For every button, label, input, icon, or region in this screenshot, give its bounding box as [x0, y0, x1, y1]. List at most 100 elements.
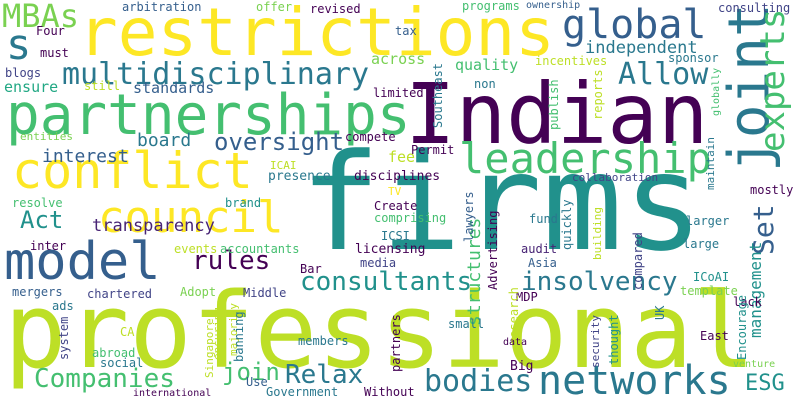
word-offer: offer — [256, 0, 293, 14]
word-small: small — [448, 317, 485, 331]
word-system: system — [57, 316, 71, 360]
word-venture: venture — [733, 359, 776, 370]
word-mostly: mostly — [750, 183, 794, 197]
word-entities: entities — [20, 130, 73, 143]
word-insolvency: insolvency — [521, 267, 678, 297]
word-rules: rules — [192, 246, 271, 276]
word-accountants: accountants — [220, 242, 300, 256]
word-quickly: quickly — [560, 199, 574, 250]
word-multidisciplinary: multidisciplinary — [62, 57, 370, 92]
word-publish: publish — [547, 79, 561, 130]
word-conflict: conflict — [12, 142, 253, 200]
word-larger: larger — [686, 214, 730, 228]
word-advertising: Advertising — [486, 210, 500, 290]
word-southeast: Southeast — [431, 62, 445, 128]
word-sponsor: sponsor — [668, 51, 719, 65]
word-limited: limited — [373, 86, 424, 100]
word-still: still — [84, 79, 121, 93]
word-middle: Middle — [243, 286, 287, 300]
word-inter: inter — [30, 239, 67, 253]
word-data: data — [503, 337, 528, 348]
word-tv: TV — [388, 185, 402, 198]
word-experts: experts — [753, 8, 793, 152]
word-resolve: resolve — [12, 196, 63, 210]
word-restrictions: restrictions — [78, 0, 555, 71]
word-blogs: blogs — [5, 66, 42, 80]
word-must: must — [40, 46, 69, 60]
word-government: Government — [266, 385, 339, 399]
word-lack: lack — [733, 295, 762, 309]
word-chartered: chartered — [87, 287, 153, 301]
word-icai: ICAI — [270, 159, 297, 172]
word-international: international — [133, 388, 212, 399]
word-partnerships: partnerships — [6, 83, 411, 148]
word-interest: interest — [42, 146, 129, 167]
word-reports: reports — [591, 69, 605, 120]
word-fund: fund — [529, 212, 558, 226]
word-tax: tax — [395, 24, 417, 38]
word-s: s — [6, 20, 32, 69]
word-programs: programs — [462, 0, 520, 13]
word-brand: brand — [225, 196, 262, 210]
word-disciplines: disciplines — [354, 169, 441, 184]
word-ads: ads — [52, 299, 74, 313]
word-mbas: MBAs — [2, 0, 80, 35]
word-events: events — [174, 242, 218, 256]
word-uk: UK — [653, 305, 667, 320]
word-east: East — [700, 329, 729, 343]
word-compete: compete — [345, 130, 396, 144]
word-abroad: abroad — [92, 346, 136, 360]
word-leadership: leadership — [459, 134, 712, 183]
word-permit: Permit — [411, 143, 455, 157]
word-revised: revised — [310, 2, 361, 16]
word-ownership: ownership — [526, 0, 581, 11]
word-act: Act — [20, 206, 64, 234]
word-four: Four — [36, 24, 65, 38]
word-security: security — [589, 315, 602, 368]
word-partners: partners — [389, 314, 403, 372]
word-transparency: transparency — [92, 216, 215, 236]
word-non: non — [474, 77, 496, 91]
word-without: Without — [364, 385, 415, 399]
word-consulting: consulting — [718, 1, 791, 15]
word-use: Use — [246, 375, 268, 389]
word-council: council — [98, 192, 284, 243]
word-professional: professional — [4, 270, 756, 392]
word-quality: quality — [455, 56, 519, 74]
word-oversight: oversight — [214, 128, 345, 156]
word-social: social — [100, 356, 144, 370]
word-model: model — [4, 232, 161, 292]
word-icoai: ICoAI — [693, 270, 730, 284]
word-relax: Relax — [285, 360, 364, 390]
word-thought: thought — [607, 314, 621, 365]
word-arbitration: arbitration — [122, 0, 202, 14]
word-maintain: maintain — [704, 137, 717, 190]
word-licensing: licensing — [355, 242, 426, 257]
word-media: media — [360, 256, 397, 270]
word-compared: compared — [631, 232, 645, 290]
word-mdp: MDP — [516, 290, 538, 304]
word-bodies: bodies — [424, 364, 533, 399]
word-singapore: Singapore — [203, 318, 216, 378]
word-building: building — [591, 207, 604, 260]
word-firms: firms — [300, 125, 704, 281]
word-incentives: incentives — [535, 54, 608, 68]
word-create: Create — [374, 199, 418, 213]
word-across: across — [371, 50, 426, 68]
word-collaboration: collaboration — [572, 171, 659, 184]
word-ca: CA — [120, 325, 135, 339]
word-management: management — [746, 241, 765, 338]
word-members: members — [298, 334, 349, 348]
word-standards: standards — [133, 79, 215, 97]
word-esg: ESG — [745, 371, 785, 396]
word-global: global — [562, 2, 707, 48]
word-globally: globally — [711, 67, 722, 116]
word-networks: networks — [538, 358, 731, 400]
word-bar: Bar — [300, 262, 322, 276]
word-join: join — [222, 358, 280, 386]
word-mergers: mergers — [12, 285, 63, 299]
word-lawyers: lawyers — [462, 191, 476, 242]
word-icsi: ICSI — [381, 229, 410, 243]
word-comprising: comprising — [374, 211, 447, 225]
